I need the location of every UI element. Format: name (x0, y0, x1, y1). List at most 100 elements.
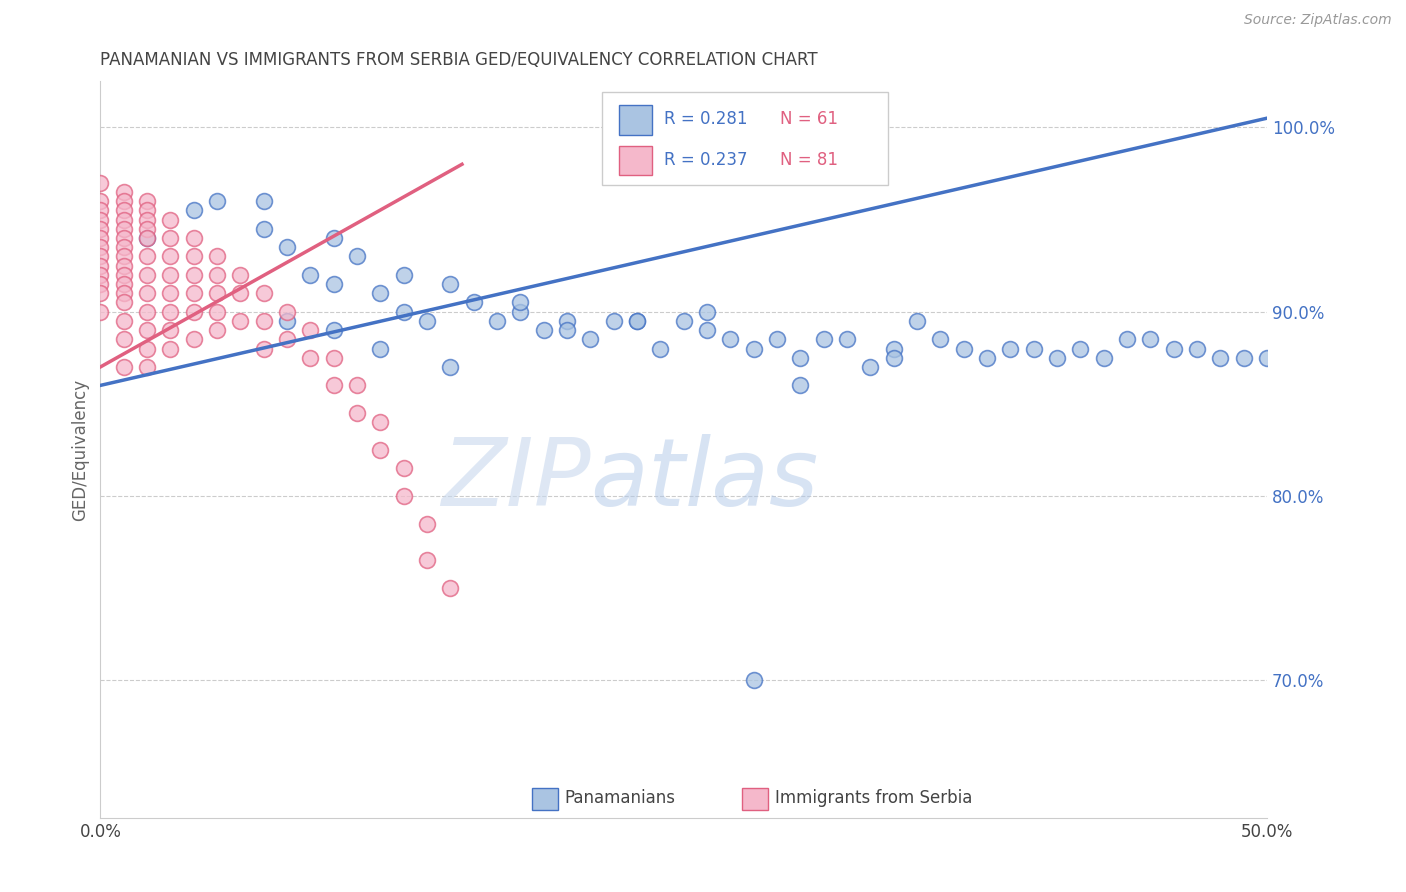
Point (439, 359, 461, 374)
Text: R = 0.237: R = 0.237 (664, 151, 748, 169)
Point (159, 286, 181, 301)
Point (89, 259, 111, 273)
Point (112, 221, 135, 235)
Point (439, 277, 461, 291)
Text: Source: ZipAtlas.com: Source: ZipAtlas.com (1244, 13, 1392, 28)
Point (416, 314, 439, 328)
Point (276, 314, 298, 328)
Point (485, 314, 508, 328)
Point (766, 332, 789, 346)
Point (136, 194, 159, 208)
Point (136, 221, 159, 235)
Point (696, 304, 718, 318)
Point (696, 323, 718, 337)
Point (672, 314, 695, 328)
Point (322, 378, 344, 392)
Point (392, 461, 415, 475)
Point (136, 286, 159, 301)
Point (112, 286, 135, 301)
Point (229, 314, 252, 328)
FancyBboxPatch shape (531, 788, 558, 810)
Point (322, 277, 344, 291)
Point (112, 194, 135, 208)
Point (463, 295, 485, 310)
Point (112, 268, 135, 282)
Point (626, 314, 648, 328)
Point (859, 359, 882, 374)
Point (159, 268, 181, 282)
Text: R = 0.281: R = 0.281 (664, 111, 748, 128)
Point (89, 249, 111, 263)
Point (136, 359, 159, 374)
Point (253, 342, 276, 356)
Point (89, 268, 111, 282)
Point (1163, 342, 1185, 356)
Text: ZIP: ZIP (440, 434, 591, 524)
Point (205, 268, 228, 282)
Point (718, 332, 741, 346)
Point (322, 351, 344, 365)
Point (789, 378, 811, 392)
Point (136, 203, 159, 218)
Point (112, 314, 135, 328)
FancyBboxPatch shape (742, 788, 768, 810)
Point (136, 212, 159, 227)
Point (205, 304, 228, 318)
Point (555, 314, 578, 328)
Point (555, 323, 578, 337)
Point (183, 268, 205, 282)
Point (112, 277, 135, 291)
Point (89, 212, 111, 227)
Point (322, 231, 344, 245)
Point (159, 212, 181, 227)
Text: atlas: atlas (591, 434, 818, 524)
Point (205, 194, 228, 208)
Point (89, 203, 111, 218)
Point (159, 249, 181, 263)
FancyBboxPatch shape (620, 105, 652, 135)
Point (183, 231, 205, 245)
Point (112, 359, 135, 374)
Point (813, 332, 835, 346)
Point (299, 351, 322, 365)
Point (136, 342, 159, 356)
Point (183, 203, 205, 218)
Point (112, 185, 135, 199)
Point (509, 295, 531, 310)
Point (89, 194, 111, 208)
Point (89, 304, 111, 318)
FancyBboxPatch shape (602, 93, 887, 185)
Text: Immigrants from Serbia: Immigrants from Serbia (775, 789, 972, 807)
Point (183, 304, 205, 318)
Point (299, 323, 322, 337)
Text: N = 81: N = 81 (780, 151, 838, 169)
Point (136, 268, 159, 282)
Point (136, 323, 159, 337)
Point (1046, 351, 1069, 365)
Point (368, 342, 391, 356)
Point (112, 212, 135, 227)
Point (183, 332, 205, 346)
Point (952, 342, 974, 356)
Point (89, 277, 111, 291)
Point (602, 314, 624, 328)
Point (112, 295, 135, 310)
Text: Panamanians: Panamanians (565, 789, 676, 807)
Point (883, 342, 905, 356)
Point (229, 268, 252, 282)
Point (112, 259, 135, 273)
Point (883, 351, 905, 365)
Point (346, 249, 368, 263)
Point (159, 342, 181, 356)
Point (112, 249, 135, 263)
Point (368, 442, 391, 457)
Point (183, 249, 205, 263)
Point (789, 351, 811, 365)
Point (1232, 351, 1254, 365)
Point (1092, 351, 1115, 365)
Point (1256, 351, 1278, 365)
Point (416, 516, 439, 531)
Point (136, 231, 159, 245)
Point (89, 231, 111, 245)
Point (742, 342, 765, 356)
